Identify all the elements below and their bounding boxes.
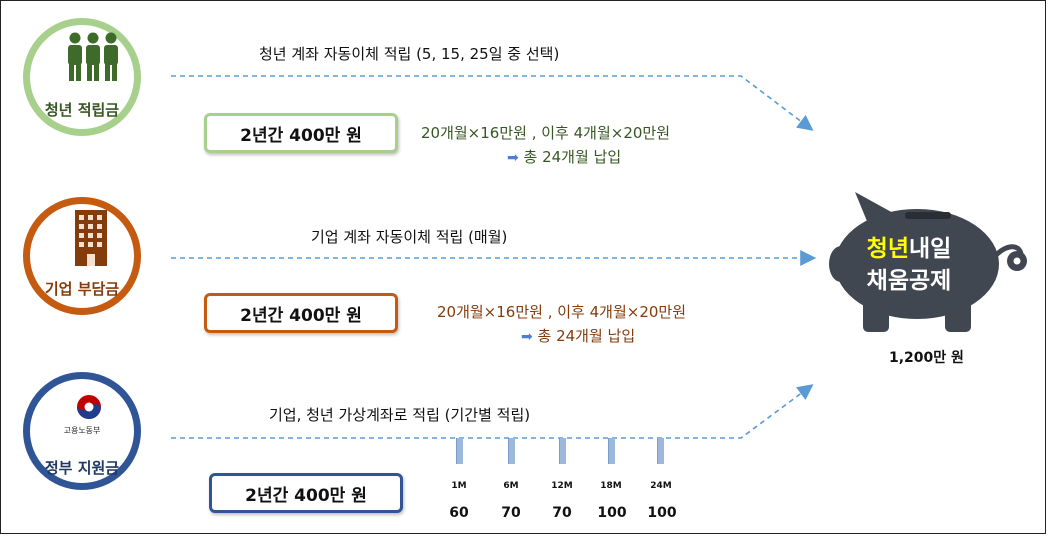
company-circle-label: 기업 부담금: [44, 280, 120, 298]
youth-desc-line2-wrap: ➡ 총 24개월 납입: [507, 146, 621, 167]
youth-amount-box: 2년간 400만 원: [204, 113, 398, 153]
piggy-title: 청년내일 채움공제: [839, 233, 979, 297]
company-desc-line2: 총 24개월 납입: [537, 327, 636, 345]
piggy-title-line1: 청년내일: [839, 233, 979, 265]
total-amount: 1,200만 원: [889, 350, 964, 366]
timeline-label: 24M: [650, 481, 672, 491]
timeline-tick: [508, 438, 515, 464]
timeline-tick: [657, 438, 664, 464]
right-arrow-icon: ➡: [507, 150, 519, 166]
timeline-value: 70: [501, 505, 521, 521]
timeline-label: 6M: [503, 481, 519, 491]
youth-desc-line1: 20개월×16만원 , 이후 4개월×20만원: [421, 124, 671, 142]
government-circle-label: 정부 지원금: [44, 459, 120, 477]
company-amount-box: 2년간 400만 원: [204, 293, 398, 333]
government-circle: 고용노동부 정부 지원금: [23, 372, 141, 490]
piggy-title-line1-rest: 내일: [909, 236, 952, 262]
building-icon: [75, 210, 107, 266]
company-desc-line2-wrap: ➡ 총 24개월 납입: [521, 325, 635, 346]
youth-desc-line2: 총 24개월 납입: [523, 148, 622, 166]
timeline-value: 60: [449, 505, 469, 521]
youth-circle: 청년 적립금: [23, 18, 141, 136]
timeline-tick: [608, 438, 615, 464]
people-icon: [68, 32, 118, 81]
company-title: 기업 계좌 자동이체 적립 (매월): [311, 228, 508, 246]
timeline-value: 100: [597, 505, 627, 521]
timeline-tick: [559, 438, 566, 464]
government-emblem-icon: [77, 395, 101, 419]
timeline-label: 18M: [600, 481, 622, 491]
piggy-title-line2: 채움공제: [866, 268, 952, 294]
timeline-label: 1M: [451, 481, 467, 491]
timeline-tick: [456, 438, 463, 464]
piggy-title-highlight: 청년: [866, 236, 909, 262]
timeline-label: 12M: [551, 481, 573, 491]
government-amount-box: 2년간 400만 원: [209, 473, 403, 513]
piggy-bank-icon: [829, 192, 1027, 332]
flow-line-government: [171, 384, 814, 439]
company-desc-line1: 20개월×16만원 , 이후 4개월×20만원: [437, 303, 687, 321]
government-title: 기업, 청년 가상계좌로 적립 (기간별 적립): [269, 406, 531, 424]
right-arrow-icon: ➡: [521, 329, 533, 345]
company-circle: 기업 부담금: [23, 197, 141, 315]
flow-line-youth: [171, 75, 814, 131]
youth-title: 청년 계좌 자동이체 적립 (5, 15, 25일 중 선택): [259, 45, 560, 63]
government-emblem-text: 고용노동부: [63, 426, 101, 435]
youth-circle-label: 청년 적립금: [44, 101, 120, 119]
timeline-value: 70: [552, 505, 572, 521]
timeline-value: 100: [647, 505, 677, 521]
